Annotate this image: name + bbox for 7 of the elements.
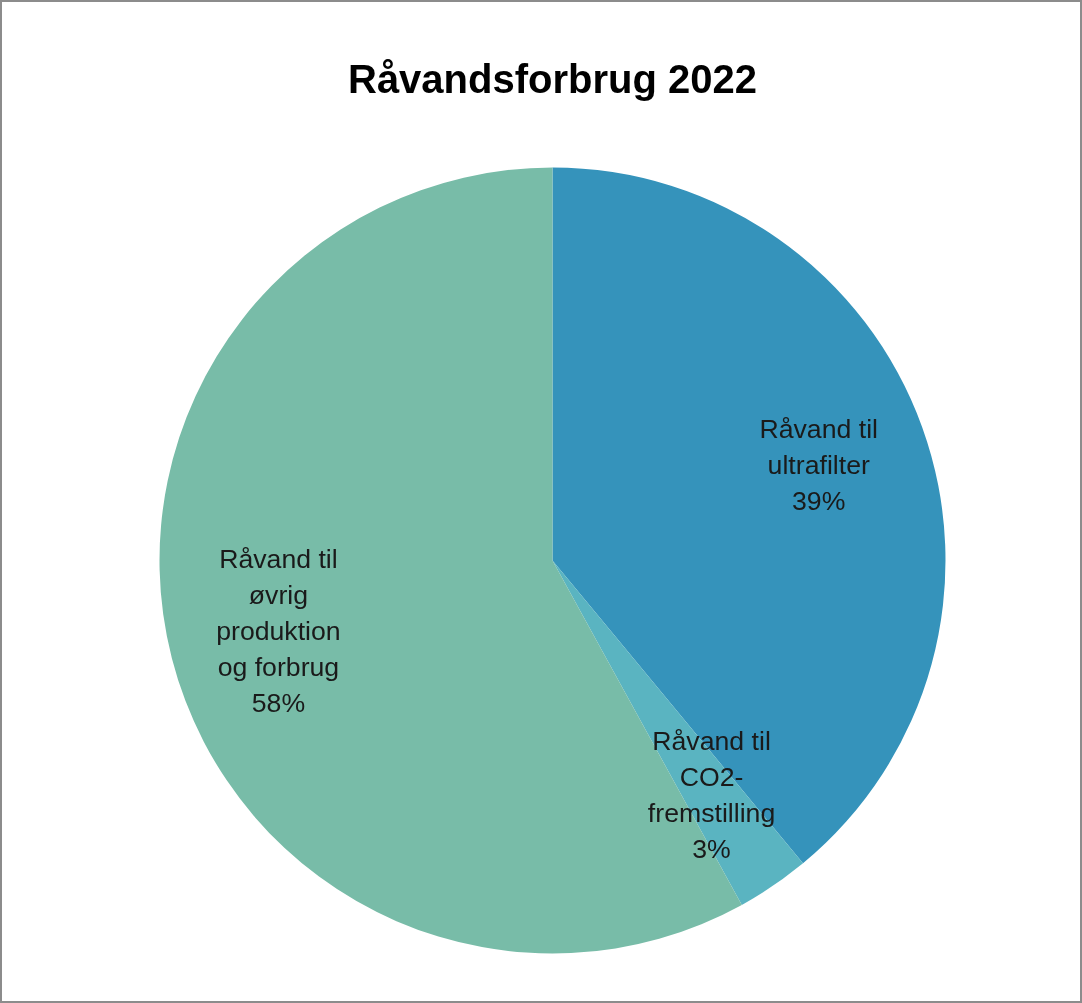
- slice-label: Råvand til ultrafilter: [759, 413, 879, 480]
- data-label: 3%: [692, 833, 731, 864]
- chart-title: Råvandsforbrug 2022: [347, 56, 758, 101]
- data-label: 39%: [792, 485, 846, 516]
- slice-label: Råvand til øvrig produktion og forbrug: [216, 543, 341, 682]
- data-label: 58%: [251, 687, 306, 718]
- slice-label: Råvand til CO2-fremstilling: [647, 725, 776, 828]
